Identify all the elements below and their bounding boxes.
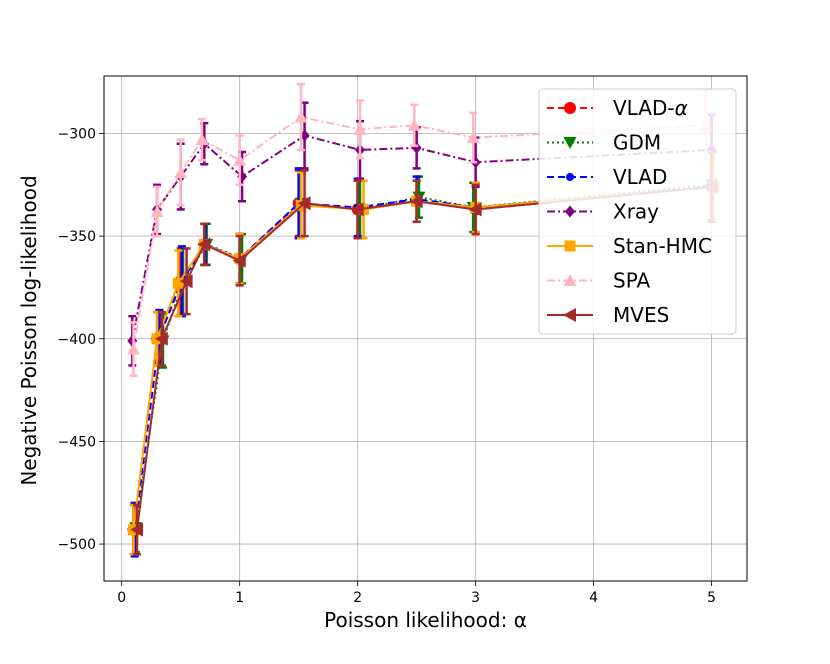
x-axis-label: Poisson likelihood: α	[324, 608, 527, 632]
y-tick-label: −500	[58, 537, 96, 553]
point-spa	[294, 110, 308, 123]
legend-marker-mves	[563, 308, 576, 322]
point-mves	[154, 331, 168, 346]
point-stan-hmc	[172, 277, 184, 289]
point-mves	[297, 196, 311, 211]
point-mves	[468, 202, 482, 217]
legend-label-text: GDM	[613, 131, 661, 155]
legend-label-text: Xray	[613, 200, 659, 224]
legend-marker-vlad	[564, 102, 576, 114]
series-mves	[130, 150, 718, 556]
y-tick-label: −400	[58, 332, 96, 348]
point-mves	[232, 253, 246, 268]
legend-marker-stan-hmc	[564, 240, 576, 252]
legend-marker-gdm	[563, 137, 577, 149]
x-tick-label: 5	[707, 590, 716, 606]
legend-label-stan-hmc: Stan-HMC	[613, 234, 712, 258]
legend-marker-xray	[565, 205, 575, 218]
legend-label-italic: α	[675, 96, 688, 120]
legend-label-gdm: GDM	[613, 131, 661, 155]
legend-label-text: MVES	[613, 303, 669, 327]
x-tick-label: 4	[589, 590, 598, 606]
legend-marker-vlad	[566, 173, 574, 181]
legend-label-spa: SPA	[613, 269, 650, 293]
point-spa	[126, 342, 140, 355]
point-spa	[233, 153, 247, 166]
x-tick-label: 0	[117, 590, 126, 606]
line-stan-hmc	[132, 185, 715, 530]
point-mves	[197, 237, 211, 252]
x-tick-label: 2	[353, 590, 362, 606]
legend: VLAD-α GDM VLAD Xray Stan-HMC SPA MVES	[538, 88, 737, 335]
point-spa	[195, 133, 209, 146]
point-mves	[409, 194, 423, 209]
y-tick-label: −350	[58, 229, 96, 245]
point-mves	[179, 274, 193, 289]
legend-label-text: VLAD-	[613, 96, 675, 120]
line-mves	[136, 185, 712, 530]
axis-ticks: 0 1 2 3 4 5 −500 −450 −400 −350 −300	[58, 126, 717, 606]
legend-label-text: Stan-HMC	[613, 234, 712, 258]
plot-area	[126, 82, 720, 558]
y-axis-label: Negative Poisson log-likelihood	[17, 175, 41, 485]
y-tick-label: −450	[58, 434, 96, 450]
point-spa	[174, 165, 188, 178]
line-vlad	[133, 185, 712, 530]
legend-box	[538, 88, 737, 335]
legend-label-vlad: VLAD-α	[613, 96, 688, 120]
y-tick-label: −300	[58, 126, 96, 142]
legend-label-vlad: VLAD	[613, 165, 667, 189]
x-tick-label: 3	[471, 590, 480, 606]
point-spa	[466, 131, 480, 144]
x-tick-label: 1	[235, 590, 244, 606]
line-xray	[131, 134, 712, 342]
axes-frame	[103, 75, 748, 582]
point-mves	[350, 202, 364, 217]
legend-label-text: SPA	[613, 269, 650, 293]
legend-label-mves: MVES	[613, 303, 669, 327]
point-spa	[150, 204, 164, 217]
legend-label-text: VLAD	[613, 165, 667, 189]
legend-label-xray: Xray	[613, 200, 659, 224]
point-spa	[407, 118, 421, 131]
point-mves	[130, 522, 144, 537]
line-spa	[132, 115, 706, 350]
point-spa	[353, 122, 367, 135]
legend-marker-spa	[563, 274, 577, 286]
